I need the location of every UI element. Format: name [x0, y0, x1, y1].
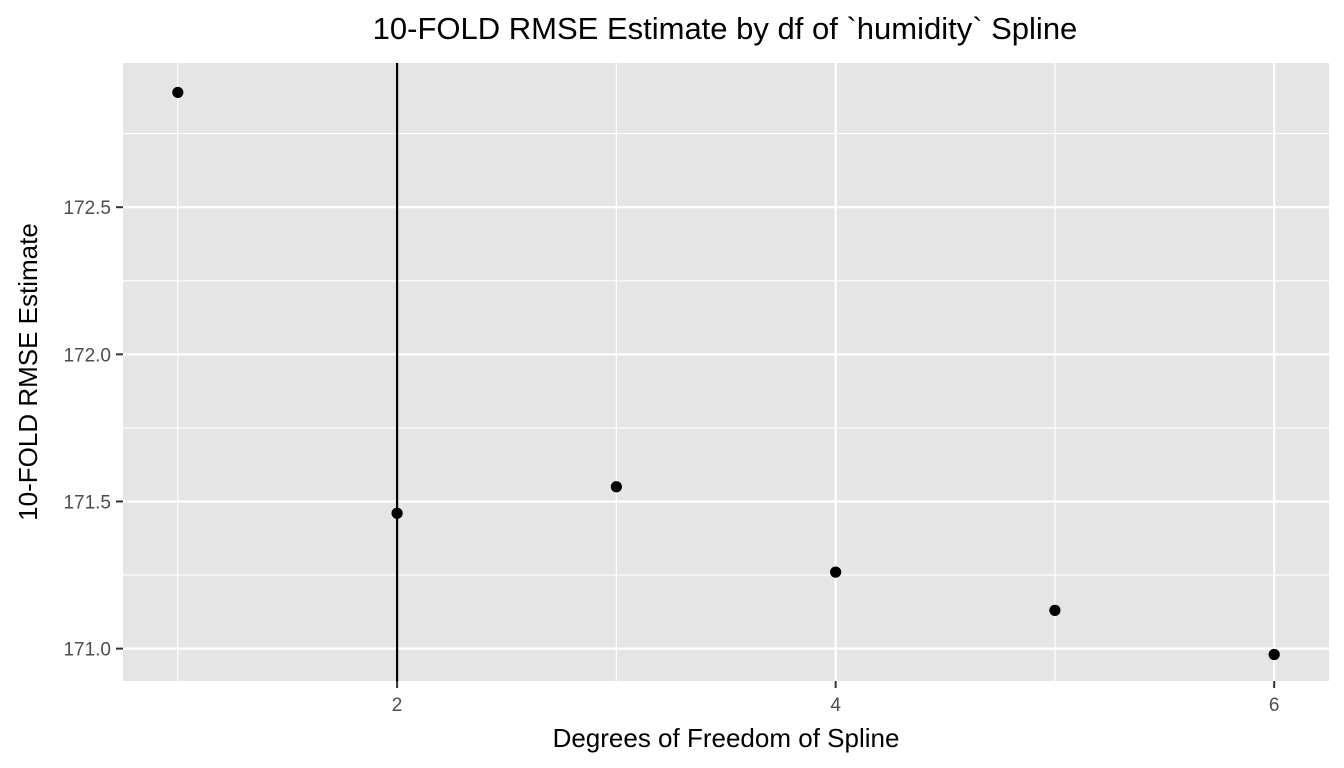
y-tick-label: 171.5: [63, 492, 111, 513]
y-tick-label: 171.0: [63, 640, 111, 661]
y-axis: 171.0 171.5 172.0 172.5: [63, 198, 123, 661]
grid-minor: [123, 63, 1329, 681]
x-axis: 2 4 6: [392, 681, 1280, 716]
x-axis-title: Degrees of Freedom of Spline: [553, 723, 900, 753]
data-point: [391, 507, 403, 519]
data-point: [1049, 604, 1061, 616]
data-point: [1268, 648, 1280, 661]
x-tick-label: 4: [830, 695, 841, 716]
points-layer: [172, 86, 1280, 661]
data-point: [830, 566, 842, 578]
data-point: [610, 481, 622, 493]
y-axis-title: 10-FOLD RMSE Estimate: [13, 223, 43, 521]
x-tick-label: 2: [392, 695, 403, 716]
plot-panel: [123, 63, 1329, 681]
x-tick-label: 6: [1269, 695, 1280, 716]
chart-title: 10-FOLD RMSE Estimate by df of `humidity…: [373, 11, 1078, 46]
data-point: [172, 86, 184, 99]
y-tick-label: 172.5: [63, 198, 111, 219]
grid-major: [123, 63, 1329, 681]
y-tick-label: 172.0: [63, 345, 111, 366]
